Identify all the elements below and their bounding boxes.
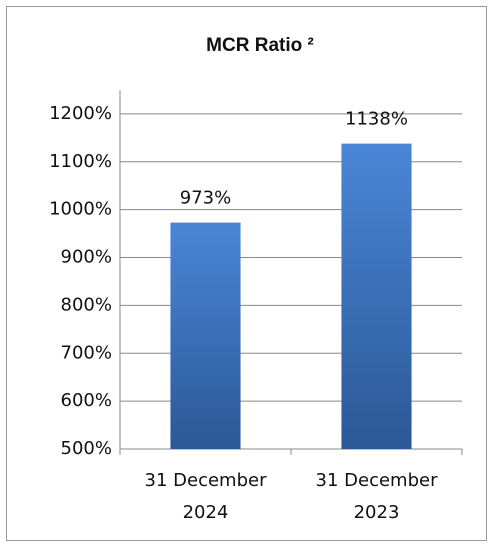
y-tick-label: 700% [61,342,112,363]
x-tick-label: 31 December 2023 [315,470,438,523]
bar [170,222,241,449]
value-label: 1138% [345,109,408,130]
bar [341,143,412,450]
y-tick-label: 1100% [49,151,112,172]
x-tick-label: 31 December 2024 [144,470,267,523]
frame [6,6,487,541]
y-tick-label: 900% [61,247,112,268]
y-tick-label: 500% [61,438,112,459]
value-label: 973% [180,188,231,209]
chart-title: MCR Ratio ² [206,35,314,56]
y-tick-label: 800% [61,294,112,315]
y-tick-label: 1000% [49,199,112,220]
y-tick-label: 1200% [49,103,112,124]
y-tick-label: 600% [61,390,112,411]
